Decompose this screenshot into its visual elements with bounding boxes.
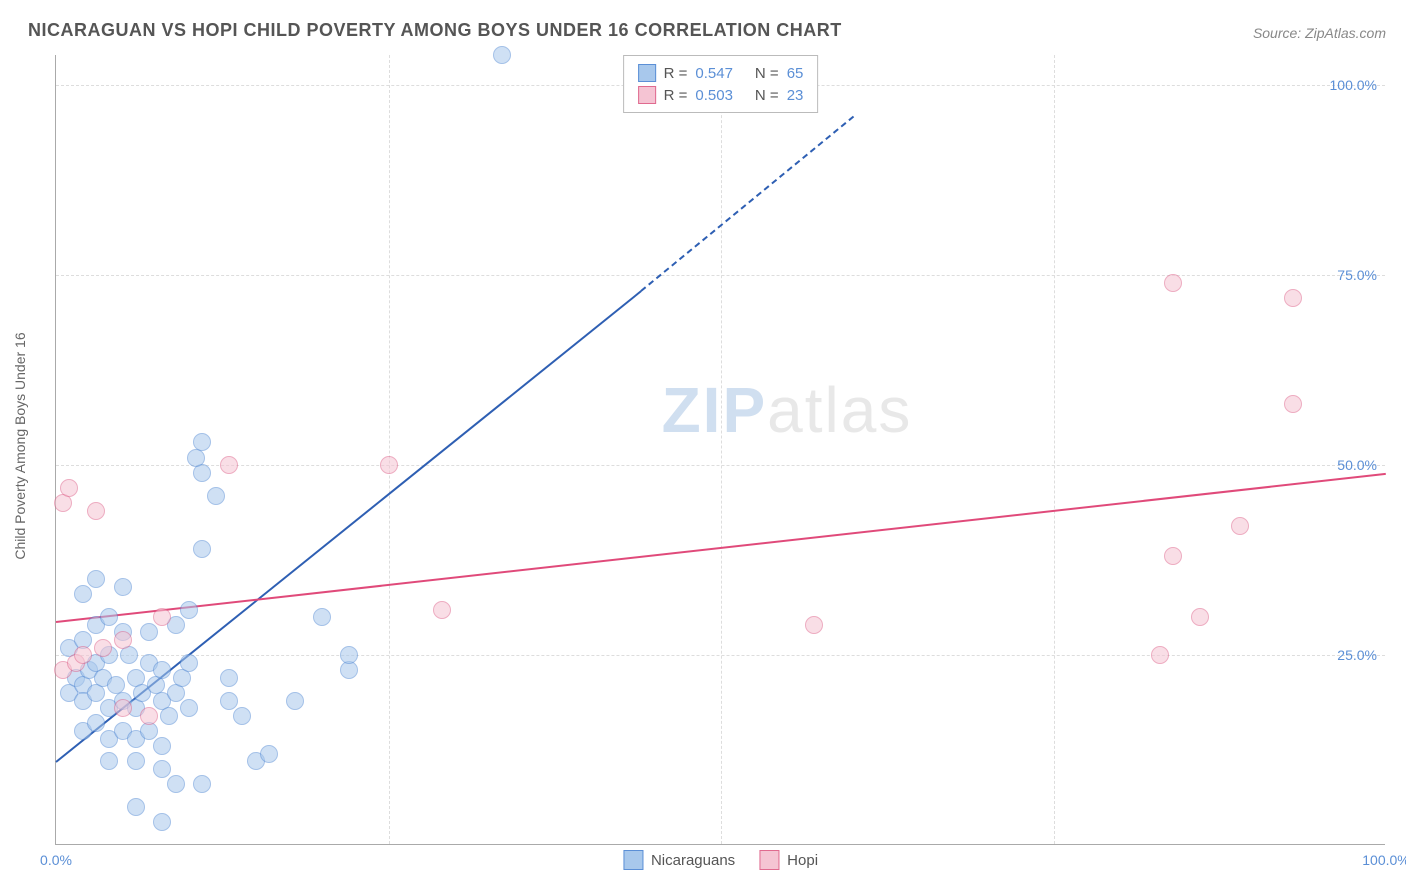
legend-r-label: R = <box>664 87 688 104</box>
chart-title: NICARAGUAN VS HOPI CHILD POVERTY AMONG B… <box>28 20 842 41</box>
stats-legend-row: R = 0.503 N = 23 <box>638 84 804 106</box>
data-point <box>167 775 185 793</box>
stats-legend: R = 0.547 N = 65 R = 0.503 N = 23 <box>623 55 819 113</box>
x-tick-label: 100.0% <box>1362 852 1406 868</box>
data-point <box>74 646 92 664</box>
data-point <box>60 479 78 497</box>
data-point <box>180 654 198 672</box>
data-point <box>87 714 105 732</box>
legend-swatch <box>623 850 643 870</box>
scatter-plot: ZIPatlas 25.0%50.0%75.0%100.0%0.0%100.0%… <box>55 55 1385 845</box>
y-tick-label: 50.0% <box>1337 457 1377 473</box>
series-legend: Nicaraguans Hopi <box>623 850 818 870</box>
data-point <box>153 661 171 679</box>
legend-n-value: 23 <box>787 87 804 104</box>
data-point <box>193 433 211 451</box>
data-point <box>100 608 118 626</box>
data-point <box>1151 646 1169 664</box>
data-point <box>180 699 198 717</box>
data-point <box>100 752 118 770</box>
legend-n-label: N = <box>755 65 779 82</box>
data-point <box>433 601 451 619</box>
data-point <box>87 570 105 588</box>
data-point <box>220 692 238 710</box>
data-point <box>114 699 132 717</box>
data-point <box>74 585 92 603</box>
legend-r-value: 0.503 <box>695 87 733 104</box>
data-point <box>493 46 511 64</box>
data-point <box>1231 517 1249 535</box>
data-point <box>380 456 398 474</box>
series-legend-label: Hopi <box>787 852 818 869</box>
data-point <box>94 639 112 657</box>
data-point <box>207 487 225 505</box>
series-legend-item: Hopi <box>759 850 818 870</box>
data-point <box>127 752 145 770</box>
legend-r-label: R = <box>664 65 688 82</box>
legend-swatch <box>638 64 656 82</box>
data-point <box>340 646 358 664</box>
data-point <box>127 798 145 816</box>
y-tick-label: 75.0% <box>1337 267 1377 283</box>
data-point <box>140 707 158 725</box>
chart-header: NICARAGUAN VS HOPI CHILD POVERTY AMONG B… <box>28 20 1386 41</box>
legend-swatch <box>759 850 779 870</box>
trend-line <box>641 116 855 292</box>
data-point <box>160 707 178 725</box>
watermark: ZIPatlas <box>662 373 913 447</box>
data-point <box>114 578 132 596</box>
legend-n-value: 65 <box>787 65 804 82</box>
data-point <box>87 502 105 520</box>
grid-line <box>389 55 390 844</box>
data-point <box>1284 395 1302 413</box>
data-point <box>233 707 251 725</box>
grid-line <box>1054 55 1055 844</box>
data-point <box>153 760 171 778</box>
legend-r-value: 0.547 <box>695 65 733 82</box>
data-point <box>1284 289 1302 307</box>
series-legend-item: Nicaraguans <box>623 850 735 870</box>
data-point <box>805 616 823 634</box>
y-axis-title: Child Poverty Among Boys Under 16 <box>12 332 28 559</box>
data-point <box>220 456 238 474</box>
legend-n-label: N = <box>755 87 779 104</box>
data-point <box>286 692 304 710</box>
data-point <box>193 775 211 793</box>
data-point <box>313 608 331 626</box>
data-point <box>153 608 171 626</box>
y-tick-label: 100.0% <box>1330 77 1377 93</box>
stats-legend-row: R = 0.547 N = 65 <box>638 62 804 84</box>
y-tick-label: 25.0% <box>1337 647 1377 663</box>
source-label: Source: ZipAtlas.com <box>1253 25 1386 41</box>
data-point <box>1164 274 1182 292</box>
data-point <box>153 813 171 831</box>
data-point <box>140 623 158 641</box>
data-point <box>220 669 238 687</box>
data-point <box>180 601 198 619</box>
data-point <box>1191 608 1209 626</box>
grid-line <box>721 55 722 844</box>
series-legend-label: Nicaraguans <box>651 852 735 869</box>
legend-swatch <box>638 86 656 104</box>
data-point <box>153 737 171 755</box>
data-point <box>114 631 132 649</box>
data-point <box>260 745 278 763</box>
data-point <box>193 540 211 558</box>
data-point <box>1164 547 1182 565</box>
x-tick-label: 0.0% <box>40 852 72 868</box>
